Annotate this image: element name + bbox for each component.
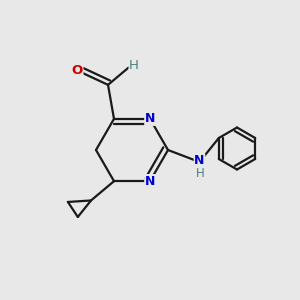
Text: N: N [194, 154, 205, 167]
Text: H: H [196, 167, 205, 180]
Text: O: O [72, 64, 83, 77]
Text: N: N [145, 175, 155, 188]
Text: H: H [129, 59, 139, 73]
Text: N: N [145, 112, 155, 125]
